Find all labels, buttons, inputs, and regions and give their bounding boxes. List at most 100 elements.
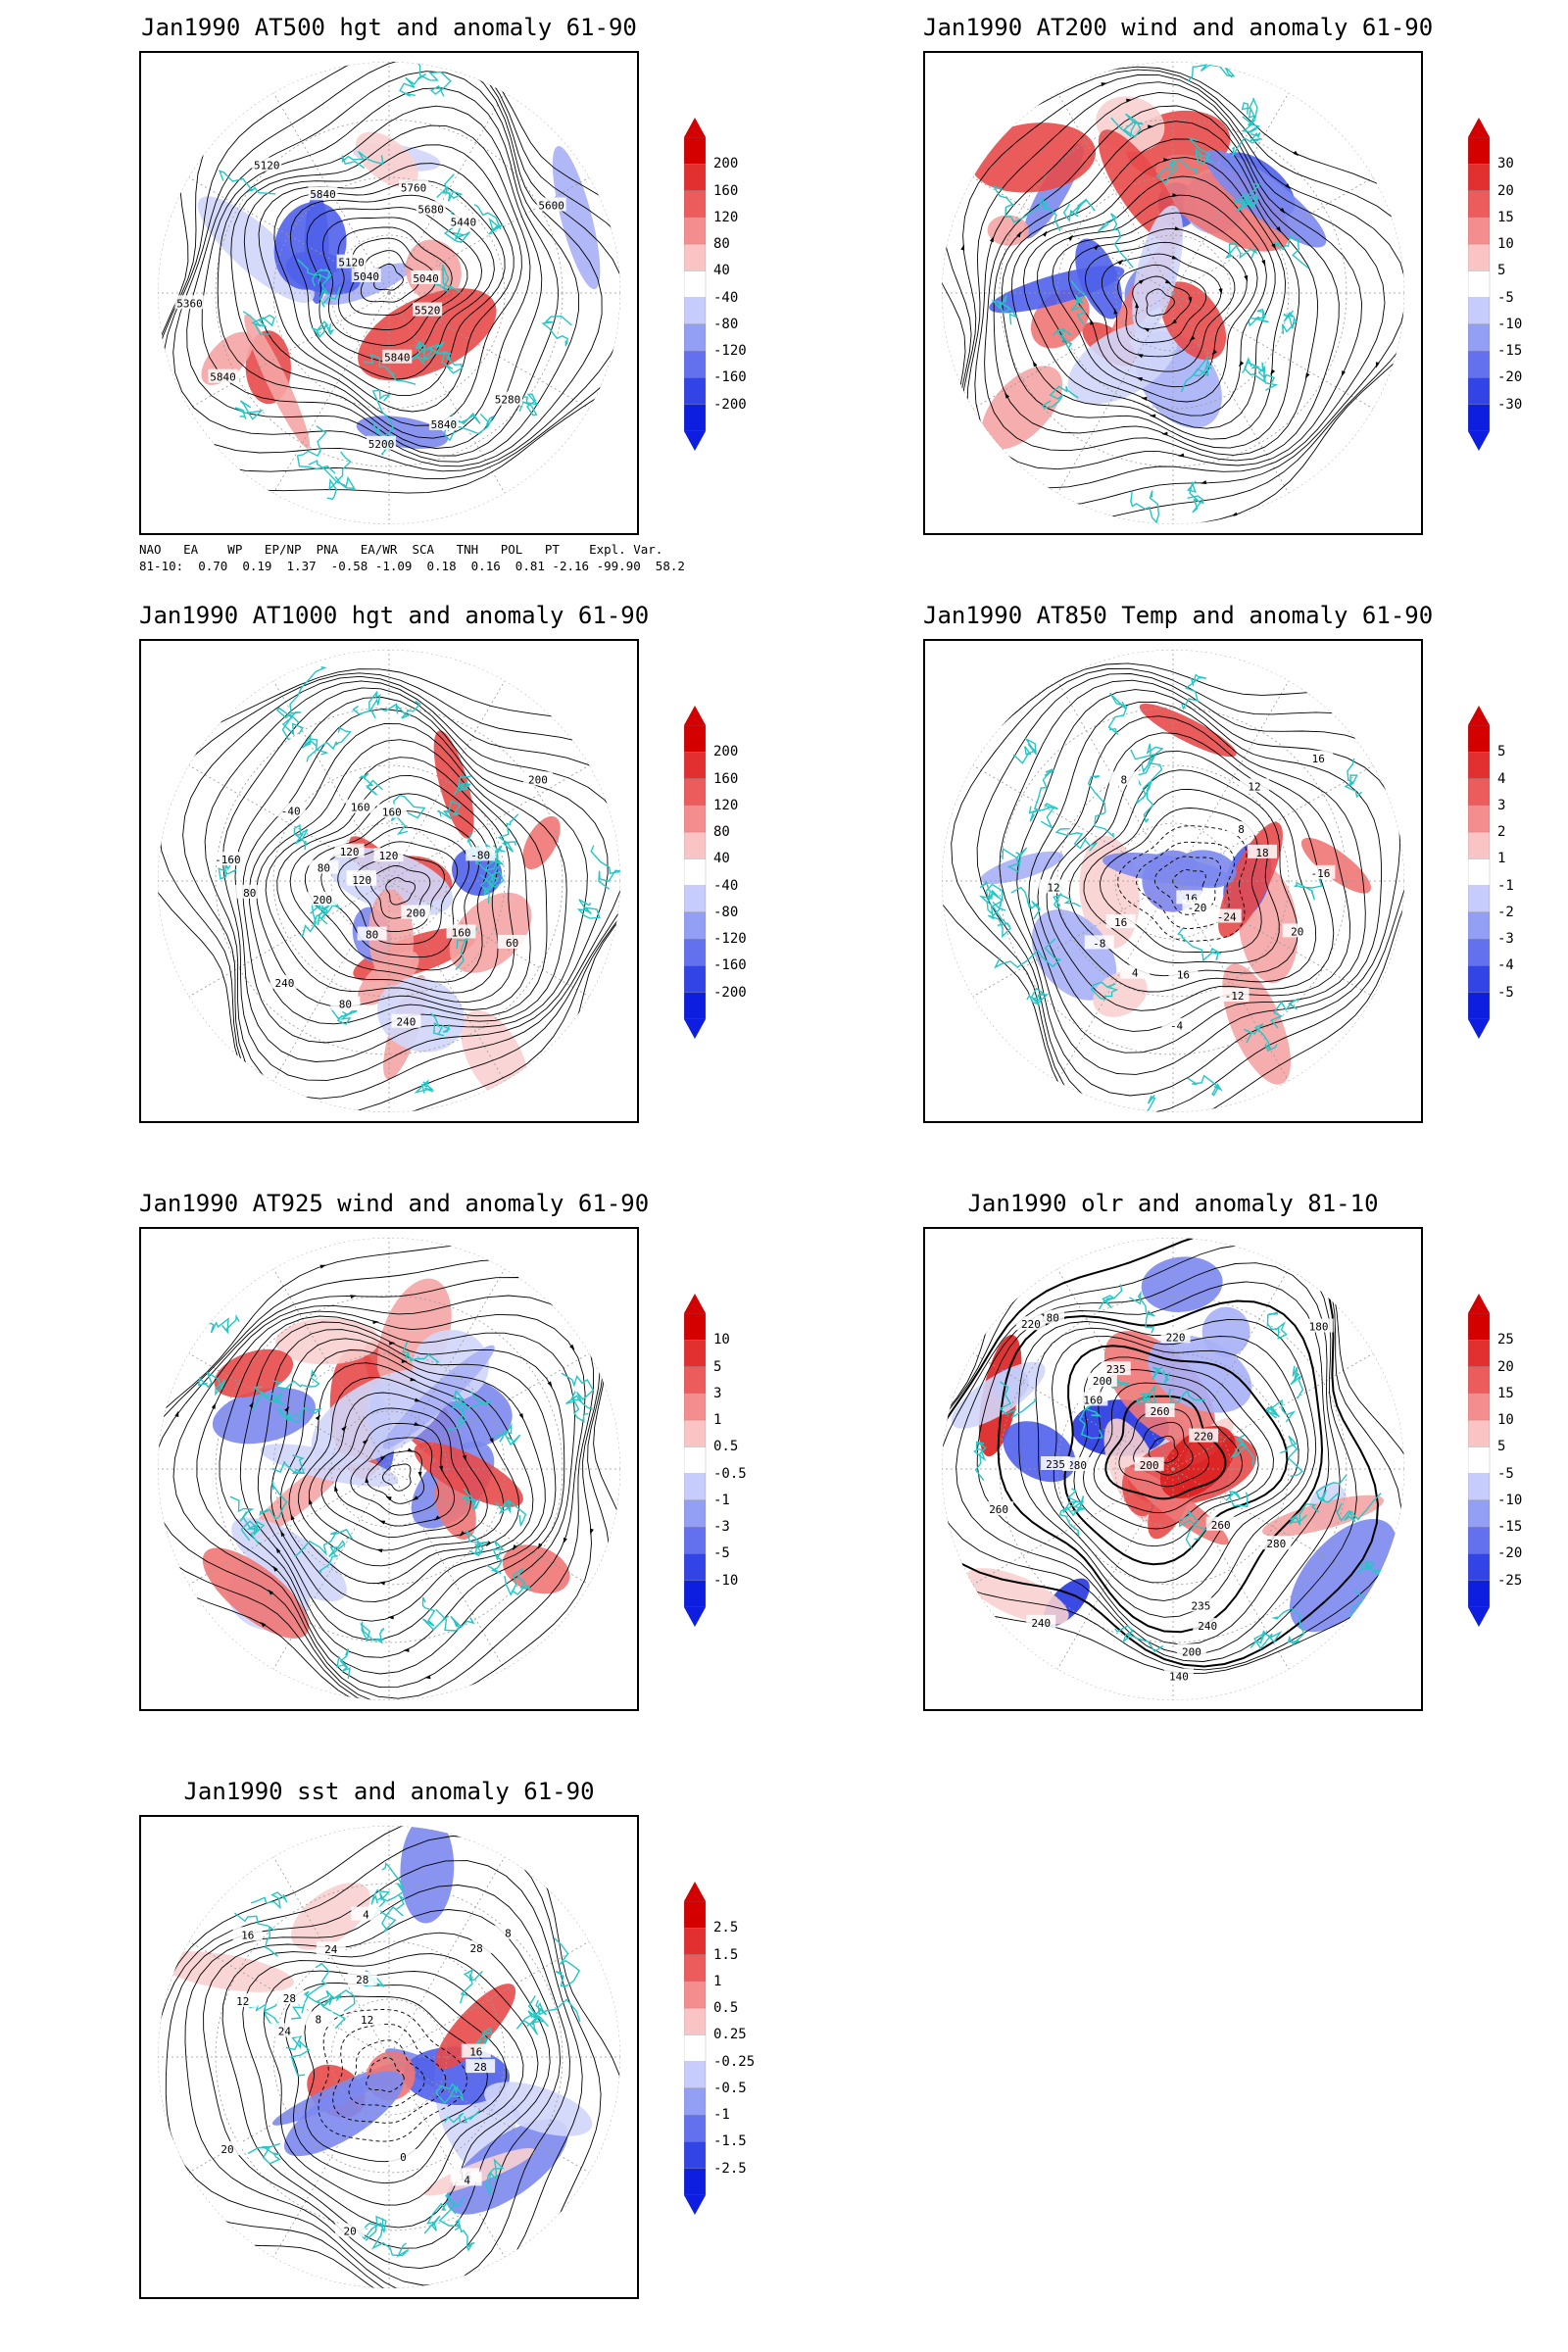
contour-label: -80 [470,849,490,861]
meridian [1172,1468,1374,1586]
coastline [1078,1401,1103,1440]
contour-label: 5440 [451,217,477,229]
contour-line [366,1450,425,1504]
negative-anomaly [382,1345,495,1449]
coastline [275,707,304,736]
coastline [992,184,1034,223]
contour-line [1037,194,1267,416]
contour-line [172,1295,595,1699]
colorbar-scale [1468,1294,1491,1627]
coastline [1230,1434,1255,1466]
contour-line [1148,1435,1179,1464]
coastline [301,733,329,756]
meridian [1056,680,1174,882]
contour-label: 4 [464,2174,470,2186]
colorbar-swatch [684,2087,707,2116]
streamline-arrow [1404,347,1409,354]
coastline [318,1540,346,1574]
contour-label: -160 [215,854,241,866]
contour-line [337,841,459,945]
coastline [1344,758,1362,799]
contour-line [1118,1408,1210,1488]
coastline [1090,981,1119,1001]
coastline [1294,878,1323,901]
colorbar-label: 80 [713,824,730,841]
panel-at1000: Jan1990 AT1000 hgt and anomaly 61-90 80 8… [0,588,784,1176]
colorbar-scale [684,118,707,451]
colorbar-swatch [1468,1312,1491,1341]
colorbar-swatch [1468,1366,1491,1394]
coastline [293,823,309,850]
colorbar-swatch [1468,243,1491,271]
contour-line [1082,1369,1259,1530]
streamline-arrow [268,1589,274,1595]
contour-line [1018,1318,1317,1618]
contour-line [263,1970,524,2206]
contour-line [304,1995,488,2163]
streamline-arrow [1090,318,1095,325]
colorbar: 200 160 120 80 40 -40 -80 -120 -160 -200 [684,706,762,1039]
meridian [272,292,390,494]
contour-label: 28 [474,2061,487,2074]
coastline [364,353,416,385]
colorbar-swatch [1468,885,1491,913]
colorbar-swatch [684,1393,707,1421]
streamline-arrow [563,1537,567,1544]
coastline [1130,743,1164,774]
streamline-arrow [1276,226,1282,233]
colorbar-swatch [1468,1499,1491,1528]
colorbar-label: -15 [1497,1519,1523,1536]
contour-line [1022,175,1276,429]
contour-line [951,667,1404,1112]
colorbar-swatch [1468,831,1491,859]
colorbar-label: 2 [1497,824,1506,841]
colorbar-swatch [684,1553,707,1581]
streamline-arrow [350,1295,357,1299]
streamline-arrow [590,1528,594,1535]
streamline-arrow [341,1425,347,1432]
positive-anomaly [449,892,532,973]
latitude-circle [330,822,448,940]
contour-label: -20 [1188,902,1207,914]
meridian [388,2056,590,2174]
positive-anomaly [214,1348,294,1398]
colorbar-label: 3 [1497,797,1506,813]
contour-label: 120 [379,850,399,862]
contour-label: 5360 [176,297,203,310]
meridian [1056,292,1174,494]
contour-label: 16 [469,2046,482,2059]
contour-line [270,1338,546,1622]
contour-label: 24 [278,2025,292,2037]
contour-label: -4 [1170,1020,1184,1033]
coastline [401,1341,440,1363]
streamline-arrow [1143,327,1151,332]
colorbar-label: 3 [713,1385,722,1401]
coastline [453,775,471,796]
coastline [443,413,495,442]
colorbar-swatch [1468,939,1491,966]
coastline [302,1989,347,2030]
map-frame: 16 12 8 16 -20 -24 -16 -12 -8 -4 4 8 12 16 18 20 16 [923,639,1423,1123]
contour-label: 5600 [538,199,564,212]
positive-anomaly [1103,1331,1215,1446]
meridian [272,680,390,882]
map-frame: 5840 5840 5040 5120 5040 5120 5200 5280 5360 5440… [139,51,639,535]
colorbar-top-arrow [1468,706,1490,725]
contour-line [309,1392,488,1551]
streamline-arrow [260,1621,267,1628]
meridian [188,1940,390,2058]
meridian [272,1856,390,2058]
coastline [1117,1094,1156,1112]
contour-line [366,2057,405,2092]
panel-at200-wind: Jan1990 AT200 wind and anomaly 61-90 30 2… [784,0,1568,588]
colorbar-swatch [684,1340,707,1367]
coastline [324,1989,356,2012]
colorbar-label: 0.5 [713,2000,739,2017]
coastline [204,1314,240,1335]
coastline [973,1441,987,1482]
colorbar-label: -5 [1497,1465,1514,1482]
panel-title: Jan1990 AT925 wind and anomaly 61-90 [139,1190,650,1217]
contour-label: 8 [1238,823,1245,836]
coastline [329,1007,358,1025]
contour-line [1084,241,1236,372]
